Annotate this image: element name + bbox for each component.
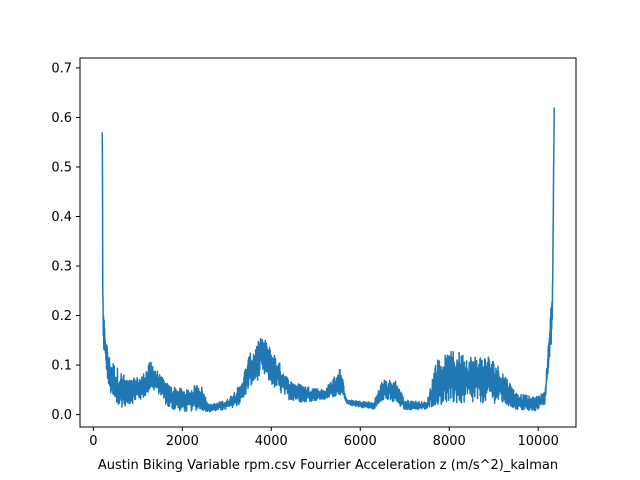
- y-tick-label: 0.3: [51, 260, 72, 275]
- x-tick-label: 4000: [255, 434, 288, 449]
- y-tick-label: 0.0: [51, 408, 72, 423]
- x-tick-label: 8000: [433, 434, 466, 449]
- x-tick-label: 6000: [344, 434, 377, 449]
- y-tick-label: 0.2: [51, 309, 72, 324]
- x-axis: 0 2000 4000 6000 8000 10000: [89, 427, 559, 449]
- y-tick-label: 0.1: [51, 359, 72, 374]
- series-line: [101, 107, 555, 413]
- series-layer: [101, 107, 555, 413]
- y-axis: 0.0 0.1 0.2 0.3 0.4 0.5 0.6 0.7: [51, 61, 80, 423]
- y-tick-label: 0.5: [51, 160, 72, 175]
- x-tick-label: 10000: [518, 434, 559, 449]
- y-tick-label: 0.6: [51, 111, 72, 126]
- y-tick-label: 0.7: [51, 61, 72, 76]
- x-tick-label: 2000: [166, 434, 199, 449]
- x-tick-label: 0: [89, 434, 97, 449]
- y-tick-label: 0.4: [51, 210, 72, 225]
- x-axis-label: Austin Biking Variable rpm.csv Fourrier …: [98, 458, 558, 473]
- axes-frame: [79, 57, 577, 428]
